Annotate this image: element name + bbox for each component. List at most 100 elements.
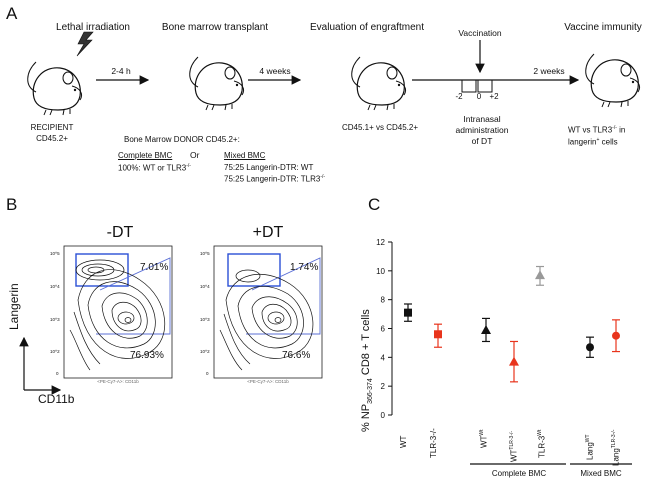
wt-vs-text: WT vs TLR3 xyxy=(568,125,613,135)
y-tick-label: 10 xyxy=(376,267,385,276)
cat-langwt-sup: WT xyxy=(585,434,591,443)
ko-superscript-2: -/- xyxy=(320,174,326,180)
mixed-line-1: 75:25 Langerin-DTR: WT xyxy=(224,163,314,172)
cat-wttlr-sup: TLR-3-/- xyxy=(509,430,515,450)
time-2-weeks-label: 2 weeks xyxy=(533,66,565,76)
bone-marrow-transplant-label: Bone marrow transplant xyxy=(161,22,269,33)
cat-wtwt-sup: Wt xyxy=(479,429,485,436)
intranasal-line2: administration xyxy=(455,125,509,135)
cat-label-lang-wt: LangWT xyxy=(585,434,595,460)
mixed-line-2: 75:25 Langerin-DTR: TLR3-/- xyxy=(224,174,326,184)
group-mixed-bmc: Mixed BMC xyxy=(580,469,622,478)
tick-1e3-left: 10^3 xyxy=(50,317,60,322)
langerin-cells-label: langerin+ cells xyxy=(568,137,618,147)
vaccination-label: Vaccination xyxy=(458,28,502,38)
transplant-mouse-icon xyxy=(189,56,245,111)
gate-box-right-main xyxy=(246,257,321,335)
data-point-square-0 xyxy=(404,308,412,317)
wt-vs-tlr3-label: WT vs TLR3-/- in xyxy=(568,125,626,135)
flow-plot-minus-dt xyxy=(63,245,173,379)
data-point-circle-6 xyxy=(612,331,620,340)
ko-superscript: -/- xyxy=(186,163,191,169)
y-tick-label: 8 xyxy=(381,296,386,305)
tick-plus2: +2 xyxy=(489,92,499,101)
tick-0-left: 0 xyxy=(56,371,59,376)
small-x-axis-left: <PE-Cy7-A>: CD11b xyxy=(97,379,139,384)
cat-wtwt-base: WT xyxy=(479,435,489,448)
panel-b-letter: B xyxy=(6,195,18,214)
time-2-4h-label: 2-4 h xyxy=(111,66,131,76)
langerin-axis-label: Langerin xyxy=(7,283,21,330)
cat-langwt-base: Lang xyxy=(585,442,595,460)
complete-bmc-detail-text: 100%: WT or TLR3 xyxy=(118,163,187,173)
y-tick-label: 2 xyxy=(381,382,386,391)
panel-a-letter: A xyxy=(6,4,18,23)
flow-plot-plus-dt xyxy=(213,245,323,379)
evaluation-mouse-icon xyxy=(351,56,407,111)
cat-label-wt-tlr3: WTTLR-3-/- xyxy=(509,430,519,462)
tick-1e3-right: 10^3 xyxy=(200,317,210,322)
dt-box-1 xyxy=(461,79,477,93)
panel-c-y-label: % NP366-374 CD8 + T cells xyxy=(360,309,375,432)
cells-text: cells xyxy=(599,137,618,147)
data-point-triangle-4 xyxy=(535,270,545,280)
gate-box-left-main xyxy=(96,257,171,335)
panel-c-letter: C xyxy=(368,195,381,214)
recipient-mouse-icon xyxy=(27,61,83,116)
cat-label-tlr3-wt: TLR-3Wt xyxy=(537,429,547,458)
data-point-triangle-3 xyxy=(509,356,519,366)
data-point-square-1 xyxy=(434,330,442,339)
ylabel-post: CD8 + T cells xyxy=(360,309,372,379)
cat-langtlr-sup: TLR-3-/- xyxy=(611,429,617,449)
minus-dt-gate-pct: 7.01% xyxy=(140,262,169,273)
tick-1e2-right: 10^2 xyxy=(200,349,210,354)
or-label: Or xyxy=(190,150,200,160)
recipient-label: RECIPIENT xyxy=(30,123,74,132)
data-point-circle-5 xyxy=(586,343,594,352)
cd11b-axis-label: CD11b xyxy=(38,392,75,406)
cat-tlrwt-base: TLR-3 xyxy=(537,435,547,458)
mixed-line-2-text: 75:25 Langerin-DTR: TLR3 xyxy=(224,174,321,184)
donor-title: Bone Marrow DONOR CD45.2+: xyxy=(124,135,240,144)
wt-vs-in: in xyxy=(616,125,626,135)
data-point-triangle-2 xyxy=(481,324,491,334)
cat-wttlr-base: WT xyxy=(509,449,519,462)
ylabel-sub: 366-374 xyxy=(367,378,375,404)
cat-label-wt-wt: WTWt xyxy=(479,429,489,448)
chart-c: 0 2 4 6 8 10 12 xyxy=(376,238,632,465)
y-tick-label: 12 xyxy=(376,238,385,247)
group-complete-bmc: Complete BMC xyxy=(491,469,547,478)
ko-superscript-3: -/- xyxy=(612,125,617,131)
complete-bmc-heading: Complete BMC xyxy=(118,151,173,160)
eval-label: CD45.1+ vs CD45.2+ xyxy=(341,123,419,132)
mixed-bmc-heading: Mixed BMC xyxy=(224,151,266,160)
ylabel-pre: % NP xyxy=(360,403,372,432)
time-4-weeks-label: 4 weeks xyxy=(259,66,291,76)
cat-tlrwt-sup: Wt xyxy=(537,429,543,436)
tick-1e2-left: 10^2 xyxy=(50,349,60,354)
tick-0-right: 0 xyxy=(206,371,209,376)
plus-dt-title: +DT xyxy=(252,224,284,241)
tick-zero: 0 xyxy=(476,92,482,101)
cat-label-lang-tlr3: LangTLR-3-/- xyxy=(611,429,621,466)
dt-box-2 xyxy=(477,79,493,93)
langerin-plus: + xyxy=(596,137,600,143)
y-tick-label: 0 xyxy=(381,411,386,420)
recipient-cd45-label: CD45.2+ xyxy=(36,134,68,143)
vaccine-immunity-mouse-icon xyxy=(585,53,641,108)
minus-dt-main-pct: 76.93% xyxy=(130,350,164,361)
gate-box-right-top xyxy=(227,253,281,287)
y-tick-label: 6 xyxy=(381,325,386,334)
cat-label-wt: WT xyxy=(399,435,408,448)
plus-dt-gate-pct: 1.74% xyxy=(290,262,319,273)
complete-bmc-detail: 100%: WT or TLR3-/- xyxy=(118,163,191,173)
small-x-axis-right: <PE-Cy7-A>: CD11b xyxy=(247,379,289,384)
langerin-text: langerin xyxy=(568,137,597,147)
tick-1e4-right: 10^4 xyxy=(200,284,210,289)
y-tick-label: 4 xyxy=(381,353,386,362)
minus-dt-title: -DT xyxy=(106,224,134,241)
intranasal-line3: of DT xyxy=(471,136,493,146)
tick-1e5-right: 10^5 xyxy=(200,251,210,256)
tick-1e5-left: 10^5 xyxy=(50,251,60,256)
